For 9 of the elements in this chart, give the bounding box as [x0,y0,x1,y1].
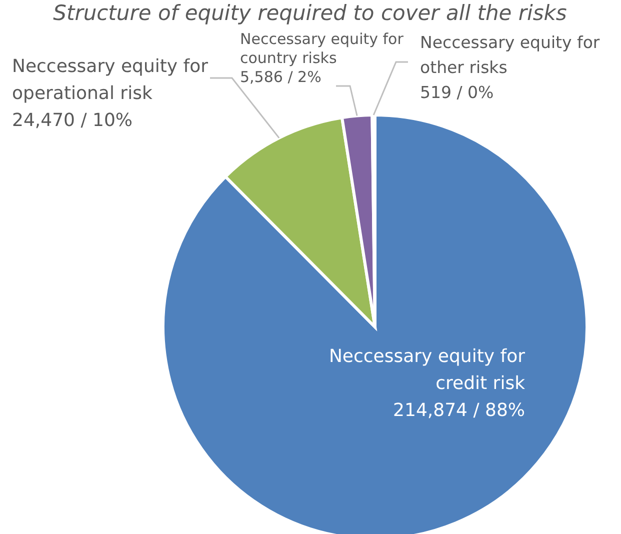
chart-title: Structure of equity required to cover all the risks [53,1,567,25]
data-label: 214,874 / 88% [393,400,525,421]
slice-label: Neccessary equity for other risks [420,33,600,77]
slice-label: Neccessary equity for credit risk [328,346,526,394]
slice-label: Neccessary equity for operational risk [12,56,209,104]
data-label: 5,586 / 2% [240,68,322,86]
data-label: 519 / 0% [420,83,494,102]
slice-label: Neccessary equity for country risks [240,30,404,67]
data-label: 24,470 / 10% [12,110,132,131]
